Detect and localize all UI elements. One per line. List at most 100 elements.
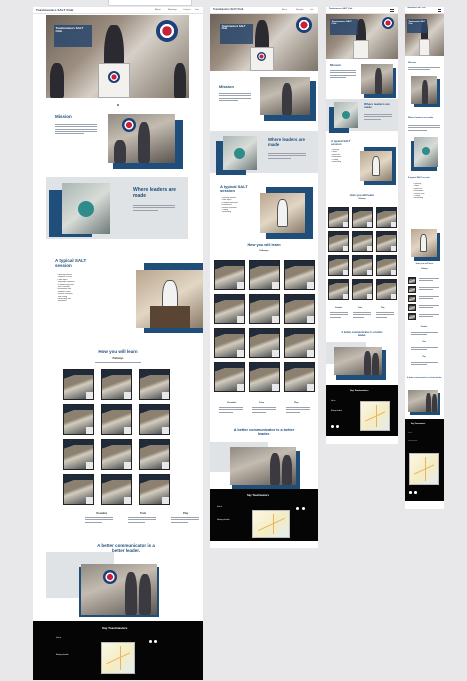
pathways-tile[interactable]: Pathways <box>101 474 132 505</box>
pathways-list-item[interactable] <box>408 286 441 293</box>
pathways-tile[interactable]: Pathways <box>101 439 132 470</box>
tile-label: Pathways <box>286 261 293 263</box>
footer-title: Say Toastmasters <box>247 494 270 497</box>
pathways-tile[interactable]: Pathways <box>284 362 315 392</box>
pathways-tile[interactable]: Pathways <box>376 231 397 252</box>
nav-link-join[interactable]: Join <box>195 8 200 11</box>
pathways-tile[interactable]: Pathways <box>63 439 94 470</box>
social-icon[interactable] <box>409 491 412 494</box>
column-title-train: Train <box>140 512 147 515</box>
pathways-tile[interactable]: Pathways <box>214 260 245 290</box>
navbar: Toastmasters SALT Club About Meetings Co… <box>33 7 203 14</box>
footer-link-join[interactable]: Join us <box>217 507 223 508</box>
pathways-tile[interactable]: Pathways <box>214 328 245 358</box>
pathways-tile[interactable]: Pathways <box>249 328 280 358</box>
tile-label: Pathways <box>330 280 335 282</box>
pathways-list-item[interactable] <box>408 313 441 320</box>
nav-link-meetings[interactable]: Meetings <box>168 8 177 11</box>
footer-link-schedule[interactable]: Meeting schedule <box>56 655 69 656</box>
social-icon[interactable] <box>296 507 299 510</box>
pathways-list-item[interactable] <box>408 295 441 302</box>
pathways-tile[interactable]: Pathways <box>249 362 280 392</box>
pathways-tile[interactable]: Pathways <box>139 474 170 505</box>
footer-link-schedule[interactable]: Meeting schedule <box>408 441 418 442</box>
pathways-tile[interactable]: Pathways <box>352 255 373 276</box>
pathways-tile[interactable]: Pathways <box>376 255 397 276</box>
pathways-tile[interactable]: Pathways <box>284 328 315 358</box>
social-icon[interactable] <box>154 640 157 643</box>
tile-label: Pathways <box>216 363 223 365</box>
pathways-tile[interactable]: Pathways <box>63 474 94 505</box>
pathways-tile[interactable]: Pathways <box>284 260 315 290</box>
pathways-tile[interactable]: Pathways <box>352 207 373 228</box>
footer-link-join[interactable]: Join us <box>408 433 412 434</box>
hero-heading: Toastmasters SALT Club <box>330 19 358 35</box>
footer-link-join[interactable]: Join us <box>56 638 62 639</box>
nav-link-about[interactable]: About <box>282 8 287 11</box>
pathways-tile[interactable]: Pathways <box>328 231 349 252</box>
footer-map[interactable] <box>409 453 439 485</box>
social-icon[interactable] <box>302 507 305 510</box>
footer-map[interactable] <box>101 642 135 674</box>
hamburger-menu-icon[interactable] <box>438 9 441 12</box>
social-icon[interactable] <box>336 425 339 428</box>
artboard-mobile[interactable]: Toastmasters SALT Club Toastmasters SALT… <box>405 7 444 509</box>
canvas-tab-stub[interactable] <box>108 0 192 6</box>
site-brand[interactable]: Toastmasters SALT Club <box>36 8 74 12</box>
pathways-tile[interactable]: Pathways <box>249 260 280 290</box>
pathways-tile[interactable]: Pathways <box>214 294 245 324</box>
pathways-tile[interactable]: Pathways <box>328 207 349 228</box>
site-brand[interactable]: Toastmasters SALT Club <box>213 8 244 11</box>
site-brand[interactable]: Toastmasters SALT Club <box>329 8 353 10</box>
artboard-tablet[interactable]: Toastmasters SALT Club About Meetings Jo… <box>210 7 318 548</box>
pathways-list-item[interactable] <box>408 277 441 284</box>
pathways-tile[interactable]: Pathways <box>328 279 349 300</box>
pathways-tile[interactable]: Pathways <box>139 439 170 470</box>
footer-map[interactable] <box>360 401 390 431</box>
hamburger-menu-icon[interactable] <box>390 9 394 12</box>
nav-link-about[interactable]: About <box>155 8 161 11</box>
nav-link-join[interactable]: Join <box>310 8 314 11</box>
pathways-tile[interactable]: Pathways <box>214 362 245 392</box>
pathways-tile[interactable]: Pathways <box>101 404 132 435</box>
social-icon[interactable] <box>149 640 152 643</box>
artboard-small-tablet[interactable]: Toastmasters SALT Club Toastmasters SALT… <box>326 7 398 444</box>
pathways-tile[interactable]: Pathways <box>139 369 170 400</box>
pathways-tile[interactable]: Pathways <box>139 404 170 435</box>
pathways-list-item[interactable] <box>408 304 441 311</box>
pathways-tile[interactable]: Pathways <box>376 279 397 300</box>
footer-map[interactable] <box>252 510 290 538</box>
artboard-desktop[interactable]: Toastmasters SALT Club About Meetings Co… <box>33 7 203 680</box>
pathways-tile[interactable]: Pathways <box>376 207 397 228</box>
cta-title: A better communicator is a better leader… <box>97 543 155 553</box>
carousel-dot[interactable] <box>117 104 119 106</box>
nav-link-contact[interactable]: Contact <box>183 8 191 11</box>
pathways-tile <box>408 286 416 293</box>
column-title-visualize: Visualize <box>227 402 237 404</box>
session-photo <box>136 270 203 328</box>
column-title-train: Train <box>422 342 426 343</box>
footer-link-schedule[interactable]: Meeting schedule <box>217 520 230 521</box>
nav-link-meetings[interactable]: Meetings <box>296 8 304 11</box>
pathways-tile[interactable]: Pathways <box>352 279 373 300</box>
pathways-tile[interactable]: Pathways <box>352 231 373 252</box>
footer-link-join[interactable]: Join us <box>331 401 336 402</box>
column-title-play: Play <box>422 357 426 358</box>
pathways-tile[interactable]: Pathways <box>284 294 315 324</box>
social-icon[interactable] <box>414 491 417 494</box>
pathways-tile[interactable]: Pathways <box>249 294 280 324</box>
footer-link-schedule[interactable]: Meeting schedule <box>331 411 342 412</box>
session-title: A typical SALT session <box>220 184 248 194</box>
pathways-tile[interactable]: Pathways <box>101 369 132 400</box>
tile-label: Pathways <box>141 370 148 372</box>
learn-subtitle: Pathways <box>421 269 428 270</box>
leaders-title: Where leaders are made <box>133 187 177 199</box>
pathways-tile[interactable]: Pathways <box>63 404 94 435</box>
tile-label: Pathways <box>251 329 258 331</box>
pathways-tile[interactable]: Pathways <box>63 369 94 400</box>
leaders-photo <box>414 137 438 167</box>
social-icon[interactable] <box>331 425 334 428</box>
site-brand[interactable]: Toastmasters SALT Club <box>407 8 426 9</box>
pathways-tile[interactable]: Pathways <box>328 255 349 276</box>
learn-subtitle: Pathways <box>112 357 124 360</box>
